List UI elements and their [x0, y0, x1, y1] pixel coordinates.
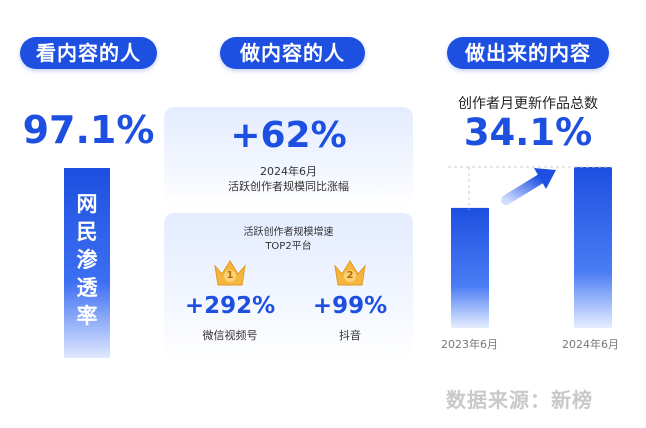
platform1-value: +292%: [184, 293, 276, 319]
x-tick-2024: 2024年6月: [562, 338, 619, 351]
data-source: 数据来源：新榜: [446, 388, 593, 412]
top-platforms-card: 活跃创作者规模增速 TOP2平台 1 +292% 微信视频号 2 +99% 抖音: [164, 213, 413, 359]
header-output: 做出来的内容: [447, 37, 609, 69]
platform2-value: +99%: [312, 293, 388, 319]
penetration-label-char: 率: [76, 304, 98, 328]
penetration-label-bar: 网民渗透率: [64, 168, 110, 358]
growth-value: +62%: [230, 115, 347, 156]
bar-2: [574, 167, 612, 328]
growth-card: +62% 2024年6月 活跃创作者规模同比涨幅: [164, 107, 413, 205]
header-watchers: 看内容的人: [20, 37, 157, 69]
rank2-number: 2: [346, 270, 354, 281]
penetration-label-char: 民: [76, 220, 98, 244]
growth-arrow-icon: [501, 168, 556, 205]
x-tick-2023: 2023年6月: [441, 338, 498, 351]
top-platforms-title: 活跃创作者规模增速: [243, 227, 334, 238]
platform2-name: 抖音: [339, 329, 361, 342]
output-subtitle: 创作者月更新作品总数: [458, 96, 598, 112]
platform1-name: 微信视频号: [202, 329, 258, 342]
top-platforms-subtitle: TOP2平台: [265, 241, 312, 252]
penetration-value: 97.1%: [22, 108, 155, 152]
output-value: 34.1%: [463, 111, 593, 154]
growth-desc: 活跃创作者规模同比涨幅: [228, 180, 349, 193]
penetration-label-char: 透: [76, 276, 98, 300]
crown-rank2-icon: [334, 260, 366, 286]
bar-1: [451, 207, 489, 328]
crown-rank1-icon: [214, 260, 246, 286]
rank1-number: 1: [226, 270, 234, 281]
penetration-label-char: 网: [76, 192, 98, 216]
growth-date: 2024年6月: [260, 165, 317, 178]
penetration-label-char: 渗: [76, 248, 98, 272]
penetration-label: 网民渗透率: [64, 168, 110, 330]
header-makers: 做内容的人: [220, 37, 365, 69]
